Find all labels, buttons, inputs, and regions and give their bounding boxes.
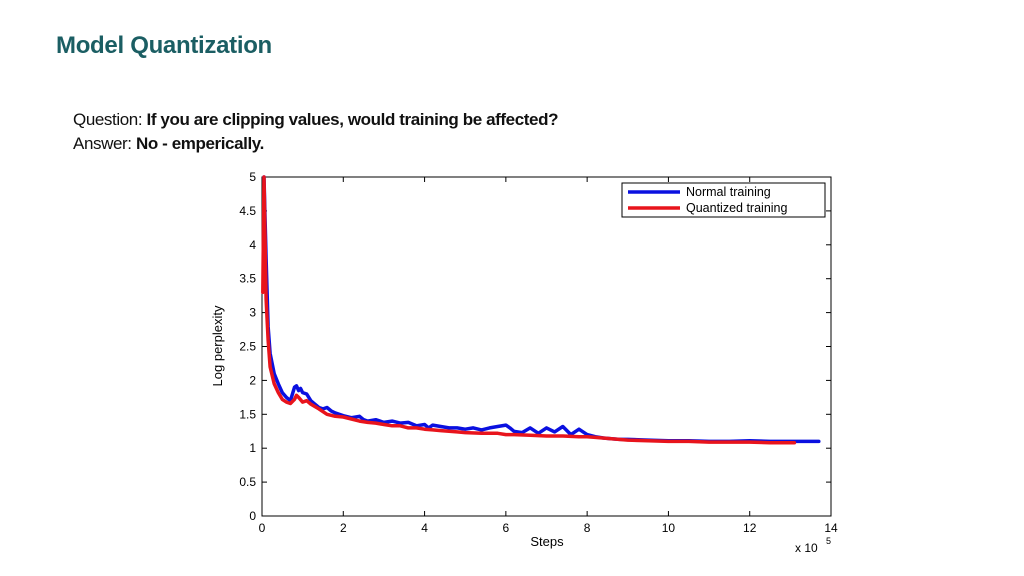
x-tick-label: 2 — [340, 521, 347, 535]
x-tick-label: 8 — [584, 521, 591, 535]
slide-title: Model Quantization — [56, 32, 272, 59]
answer-line: Answer: No - emperically. — [73, 132, 558, 156]
y-tick-label: 1.5 — [239, 407, 256, 421]
y-tick-label: 4 — [249, 238, 256, 252]
x-tick-label: 10 — [662, 521, 676, 535]
question-answer-block: Question: If you are clipping values, wo… — [73, 108, 558, 156]
x-axis-multiplier: x 10 — [795, 541, 818, 555]
x-axis-ticks: 0 2 4 6 8 10 12 14 — [259, 177, 838, 535]
x-axis-label: Steps — [530, 534, 564, 549]
y-tick-label: 2 — [249, 373, 256, 387]
x-axis-multiplier-exponent: 5 — [826, 536, 831, 546]
plot-area — [261, 176, 832, 517]
x-tick-label: 14 — [824, 521, 838, 535]
y-tick-label: 3 — [249, 306, 256, 320]
y-tick-label: 1 — [249, 441, 256, 455]
y-tick-label: 5 — [249, 170, 256, 184]
y-tick-label: 0 — [249, 509, 256, 523]
x-tick-label: 4 — [421, 521, 428, 535]
x-tick-label: 0 — [259, 521, 266, 535]
y-tick-label: 4.5 — [239, 204, 256, 218]
x-tick-label: 12 — [743, 521, 757, 535]
y-tick-label: 2.5 — [239, 340, 256, 354]
y-axis-ticks: 0 0.5 1 1.5 2 2.5 3 3.5 4 4.5 5 — [239, 170, 831, 523]
legend-box — [621, 182, 826, 218]
legend-label-normal: Normal training — [686, 185, 771, 199]
series-layer — [261, 175, 821, 445]
question-text: If you are clipping values, would traini… — [146, 110, 559, 129]
question-label: Question: — [73, 110, 143, 129]
x-tick-label: 6 — [503, 521, 510, 535]
y-tick-label: 3.5 — [239, 272, 256, 286]
answer-text: No - emperically. — [135, 134, 264, 153]
answer-label: Answer: — [73, 134, 132, 153]
series-line-quantized-training — [261, 175, 797, 445]
legend-label-quantized: Quantized training — [686, 201, 788, 215]
y-tick-label: 0.5 — [239, 475, 256, 489]
legend: Normal training Quantized training — [621, 182, 826, 218]
question-line: Question: If you are clipping values, wo… — [73, 108, 558, 132]
y-axis-label: Log perplexity — [210, 305, 225, 386]
